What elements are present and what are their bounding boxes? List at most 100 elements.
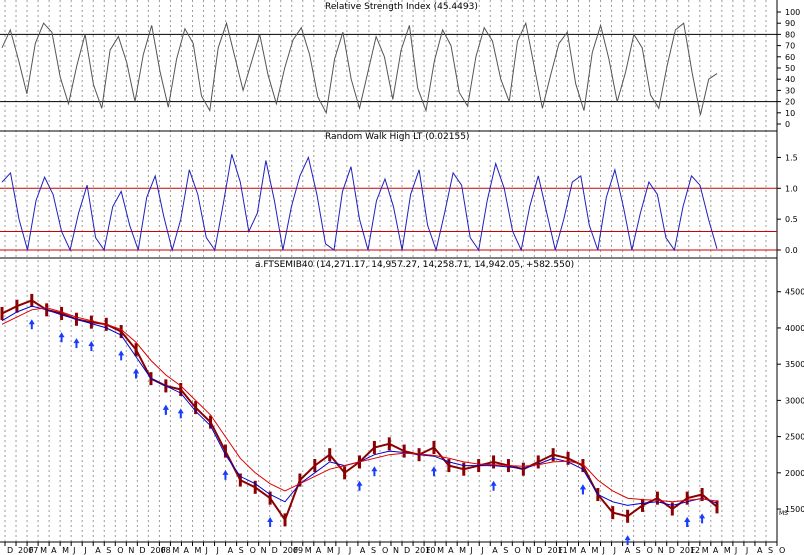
- buy-arrow-icon: [133, 368, 140, 379]
- x-tick-label: J: [602, 546, 605, 555]
- x-tick-label: D: [669, 546, 675, 555]
- x-tick-label: J: [337, 546, 340, 555]
- y-tick-label: 4500: [785, 288, 804, 297]
- x-tick-label: F: [294, 546, 299, 555]
- x-tick-label: O: [779, 546, 785, 555]
- x-tick-label: A: [95, 546, 101, 555]
- x-tick-label: N: [658, 546, 664, 555]
- x-tick-label: M: [569, 546, 576, 555]
- x-tick-label: A: [757, 546, 763, 555]
- buy-arrow-icon: [58, 332, 65, 343]
- buy-arrow-icon: [118, 350, 125, 361]
- y-tick-label: 1500: [785, 505, 804, 514]
- x-tick-label: M: [437, 546, 444, 555]
- x-tick-label: D: [404, 546, 410, 555]
- buy-arrow-icon: [356, 480, 363, 491]
- x-tick-label: O: [514, 546, 520, 555]
- x-tick-label: N: [261, 546, 267, 555]
- buy-arrow-icon: [624, 535, 631, 546]
- x-tick-label: M: [459, 546, 466, 555]
- y-tick-label: 80: [785, 30, 795, 39]
- x-tick-label: M: [327, 546, 334, 555]
- x-tick-label: J: [72, 546, 75, 555]
- x-tick-label: A: [316, 546, 322, 555]
- x-tick-label: S: [239, 546, 244, 555]
- x-tick-label: O: [250, 546, 256, 555]
- x-tick-label: S: [371, 546, 376, 555]
- x-tick-label: J: [734, 546, 737, 555]
- x-tick-label: D: [536, 546, 542, 555]
- rwi-panel-title: Random Walk High LT (0.02155): [325, 132, 469, 142]
- series-line: [1, 154, 718, 252]
- y-tick-label: 0.0: [785, 246, 798, 255]
- y-tick-label: 3000: [785, 396, 804, 405]
- x-tick-label: A: [183, 546, 189, 555]
- x-tick-label: F: [29, 546, 34, 555]
- price-panel-title: a.FTSEMIB40 (14,271.17, 14,957.27, 14,25…: [255, 260, 574, 270]
- x-tick-label: J: [205, 546, 208, 555]
- x-tick-label: 2011: [547, 546, 567, 555]
- buy-arrow-icon: [88, 340, 95, 351]
- x-tick-label: 2010: [415, 546, 435, 555]
- y-tick-label: 1.0: [785, 184, 798, 193]
- x-tick-label: J: [613, 546, 616, 555]
- y-tick-label: 90: [785, 19, 795, 28]
- buy-arrow-icon: [579, 484, 586, 495]
- x-tick-label: J: [216, 546, 219, 555]
- x-tick-label: 2012: [680, 546, 700, 555]
- x-tick-label: J: [83, 546, 86, 555]
- x-tick-label: N: [128, 546, 134, 555]
- x-tick-label: A: [228, 546, 234, 555]
- x-tick-label: F: [558, 546, 563, 555]
- x-tick-label: M: [305, 546, 312, 555]
- x-tick-label: A: [580, 546, 586, 555]
- y-tick-label: 4000: [785, 324, 804, 333]
- y-tick-label: 1.5: [785, 153, 798, 162]
- x-tick-label: J: [348, 546, 351, 555]
- y-tick-label: 0: [785, 120, 790, 129]
- buy-arrow-icon: [371, 466, 378, 477]
- x-tick-label: S: [768, 546, 773, 555]
- buy-arrow-icon: [73, 338, 80, 349]
- y-tick-label: 2500: [785, 433, 804, 442]
- buy-arrow-icon: [222, 469, 229, 480]
- x-tick-label: N: [393, 546, 399, 555]
- x-tick-label: D: [272, 546, 278, 555]
- x-tick-label: D: [139, 546, 145, 555]
- x-tick-label: A: [360, 546, 366, 555]
- y-tick-label: 10: [785, 109, 795, 118]
- y-tick-label: 0.5: [785, 215, 798, 224]
- rsi-panel-title: Relative Strength Index (45.4493): [325, 2, 478, 12]
- x-tick-label: O: [647, 546, 653, 555]
- x-tick-label: F: [426, 546, 431, 555]
- x-tick-label: A: [51, 546, 57, 555]
- price-panel: 4500 4000 3500 3000 2500 2000 1500: [0, 288, 804, 546]
- x-tick-label: M: [724, 546, 731, 555]
- buy-arrow-icon: [430, 466, 437, 477]
- y-tick-label: 40: [785, 75, 795, 84]
- x-tick-label: 2008: [150, 546, 170, 555]
- series-line: [1, 21, 718, 116]
- x-tick-label: S: [503, 546, 508, 555]
- x-tick-label: M: [40, 546, 47, 555]
- x-tick-label: 2009: [283, 546, 303, 555]
- y-tick-label: 100: [785, 8, 800, 17]
- buy-arrow-icon: [267, 516, 274, 527]
- x-tick-label: A: [492, 546, 498, 555]
- x-tick-label: J: [480, 546, 483, 555]
- buy-arrow-icon: [177, 408, 184, 419]
- buy-arrow-icon: [490, 480, 497, 491]
- x-tick-label: M: [194, 546, 201, 555]
- x-tick-label: S: [636, 546, 641, 555]
- buy-arrow-icon: [699, 513, 706, 524]
- x-tick-label: M: [172, 546, 179, 555]
- x-tick-label: A: [713, 546, 719, 555]
- x-tick-label: O: [117, 546, 123, 555]
- x-tick-label: F: [161, 546, 166, 555]
- buy-arrow-icon: [162, 404, 169, 415]
- y-tick-label: 20: [785, 98, 795, 107]
- x-tick-label: A: [625, 546, 631, 555]
